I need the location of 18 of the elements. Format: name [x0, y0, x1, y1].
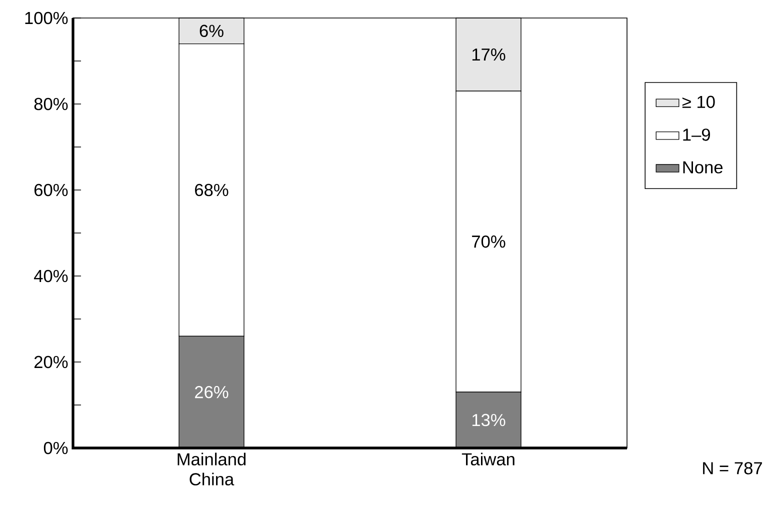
text: N = 787 — [703, 462, 762, 474]
legend-label: None — [683, 161, 723, 174]
y-tick-label: 0% — [44, 442, 68, 454]
data-label: 26% — [195, 386, 228, 398]
y-tick-label: 20% — [34, 356, 68, 368]
y-tick-label: 100% — [25, 12, 68, 24]
data-label: 6% — [200, 24, 224, 38]
data-label: 68% — [195, 184, 228, 196]
data-label: 17% — [472, 48, 506, 61]
x-tick-label: Taiwan — [462, 452, 514, 466]
y-tick-label: 40% — [34, 270, 68, 282]
data-label: 13% — [472, 414, 506, 426]
data-label: 70% — [472, 235, 506, 248]
y-tick-label: 80% — [34, 98, 68, 110]
y-tick-label: 60% — [34, 184, 68, 196]
legend-label: 1–9 — [683, 128, 710, 141]
x-tick-label: Mainland China — [178, 452, 246, 486]
legend-label: ≥ 10 — [682, 96, 715, 108]
